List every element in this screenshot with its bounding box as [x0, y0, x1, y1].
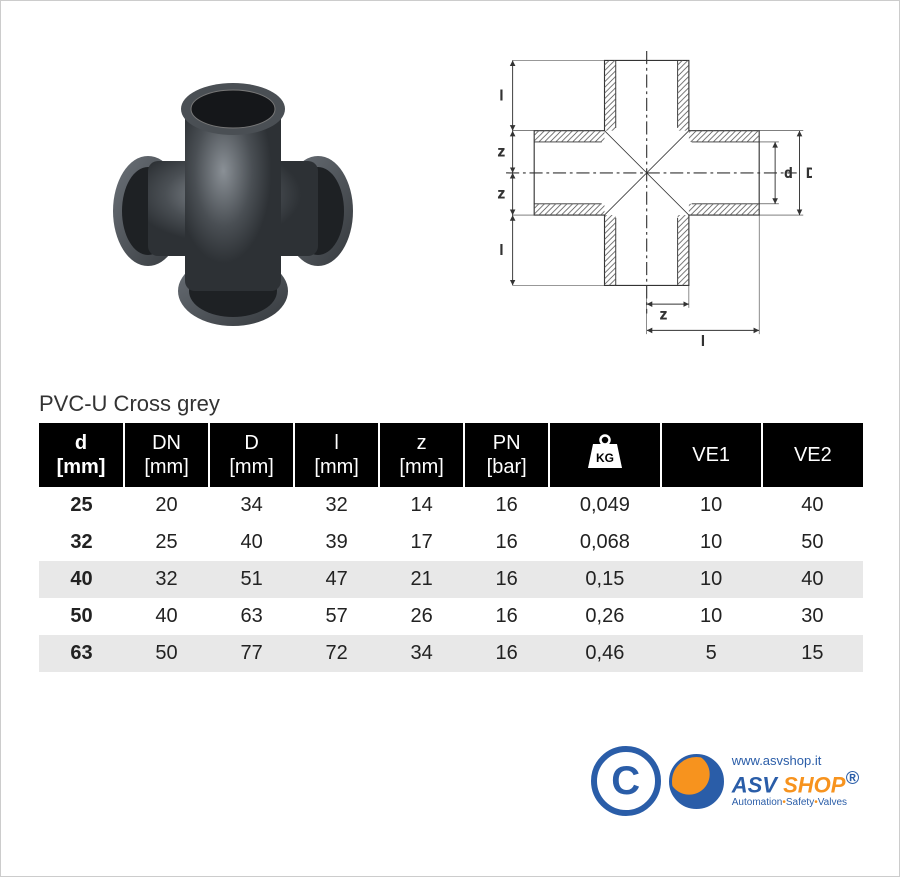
- cell-kg: 0,068: [549, 524, 660, 561]
- cell-d: 40: [39, 561, 124, 598]
- weight-icon: KG: [585, 434, 625, 470]
- cell-VE1: 10: [661, 524, 762, 561]
- cell-DN: 20: [124, 487, 209, 524]
- cell-kg: 0,26: [549, 598, 660, 635]
- dim-z-h: z: [660, 306, 667, 322]
- col-header-z: z[mm]: [379, 423, 464, 487]
- cell-DN: 40: [124, 598, 209, 635]
- watermark-logo: C www.asvshop.it ASV SHOP® Automation•Sa…: [591, 746, 859, 816]
- dim-d: d: [785, 165, 793, 181]
- cell-VE1: 5: [661, 635, 762, 672]
- product-photo: [88, 56, 378, 346]
- cell-d: 50: [39, 598, 124, 635]
- cell-DN: 25: [124, 524, 209, 561]
- cell-z: 14: [379, 487, 464, 524]
- col-header-DN: DN[mm]: [124, 423, 209, 487]
- cell-D: 40: [209, 524, 294, 561]
- cell-D: 51: [209, 561, 294, 598]
- table-row: 3225403917160,0681050: [39, 524, 863, 561]
- cell-d: 32: [39, 524, 124, 561]
- cell-z: 17: [379, 524, 464, 561]
- cell-PN: 16: [464, 561, 549, 598]
- cell-DN: 50: [124, 635, 209, 672]
- cell-VE1: 10: [661, 487, 762, 524]
- col-header-d: d[mm]: [39, 423, 124, 487]
- cell-l: 32: [294, 487, 379, 524]
- brand-name: ASV SHOP®: [732, 768, 859, 798]
- cell-VE2: 40: [762, 487, 863, 524]
- cell-VE2: 40: [762, 561, 863, 598]
- spec-table: d[mm]DN[mm]D[mm]l[mm]z[mm]PN[bar] KG VE1VE…: [39, 423, 863, 672]
- cell-PN: 16: [464, 635, 549, 672]
- table-row: 5040635726160,261030: [39, 598, 863, 635]
- cell-kg: 0,46: [549, 635, 660, 672]
- cell-PN: 16: [464, 598, 549, 635]
- cell-kg: 0,15: [549, 561, 660, 598]
- brand-swirl-icon: [669, 754, 724, 809]
- col-header-D: D[mm]: [209, 423, 294, 487]
- cell-D: 34: [209, 487, 294, 524]
- cell-VE1: 10: [661, 598, 762, 635]
- col-header-l: l[mm]: [294, 423, 379, 487]
- dim-l-bot: l: [500, 241, 503, 257]
- cell-VE2: 15: [762, 635, 863, 672]
- dim-D-cap: D: [806, 165, 812, 181]
- table-row: 2520343214160,0491040: [39, 487, 863, 524]
- cell-z: 21: [379, 561, 464, 598]
- cell-D: 77: [209, 635, 294, 672]
- table-row: 4032514721160,151040: [39, 561, 863, 598]
- cell-DN: 32: [124, 561, 209, 598]
- cell-kg: 0,049: [549, 487, 660, 524]
- dim-l-top: l: [500, 87, 503, 103]
- product-title: PVC-U Cross grey: [39, 391, 899, 417]
- cell-l: 57: [294, 598, 379, 635]
- col-header-VE2: VE2: [762, 423, 863, 487]
- col-header-VE1: VE1: [661, 423, 762, 487]
- cell-VE1: 10: [661, 561, 762, 598]
- cell-D: 63: [209, 598, 294, 635]
- brand-url: www.asvshop.it: [732, 754, 859, 768]
- cell-VE2: 30: [762, 598, 863, 635]
- cell-z: 34: [379, 635, 464, 672]
- dim-z-top: z: [498, 143, 505, 159]
- cell-PN: 16: [464, 524, 549, 561]
- technical-drawing: l z z l d D z l: [472, 51, 812, 351]
- dim-l-h: l: [701, 332, 704, 348]
- cell-d: 63: [39, 635, 124, 672]
- brand-tagline: Automation•Safety•Valves: [732, 797, 859, 808]
- cell-PN: 16: [464, 487, 549, 524]
- cell-l: 39: [294, 524, 379, 561]
- cell-l: 47: [294, 561, 379, 598]
- svg-text:KG: KG: [596, 451, 614, 465]
- copyright-icon: C: [591, 746, 661, 816]
- table-row: 6350777234160,46515: [39, 635, 863, 672]
- dim-z-bot: z: [498, 185, 505, 201]
- col-header-PN: PN[bar]: [464, 423, 549, 487]
- cell-d: 25: [39, 487, 124, 524]
- cell-l: 72: [294, 635, 379, 672]
- cell-VE2: 50: [762, 524, 863, 561]
- col-header-kg: KG: [549, 423, 660, 487]
- cell-z: 26: [379, 598, 464, 635]
